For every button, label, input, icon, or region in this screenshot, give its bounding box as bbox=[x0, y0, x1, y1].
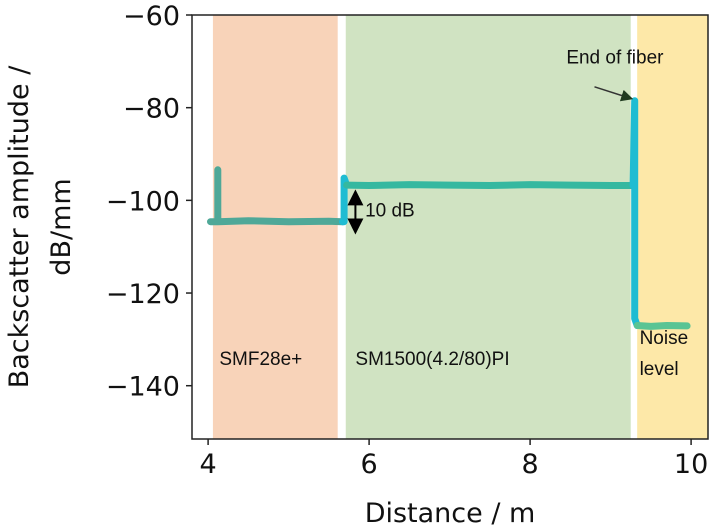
y-tick-label: −60 bbox=[123, 1, 180, 32]
trace-end-of-fiber-drop bbox=[629, 97, 641, 329]
backscatter-traces bbox=[207, 97, 691, 330]
x-tick-label: 8 bbox=[522, 449, 539, 480]
plot-frame bbox=[191, 14, 709, 440]
region-label-noise-level: Noise bbox=[640, 328, 689, 349]
x-tick-label: 10 bbox=[674, 449, 708, 480]
region-smf28e bbox=[212, 15, 338, 439]
annotations: End of fiber 10 dB bbox=[347, 48, 664, 235]
ticks: 4 6 8 10 −60 −80 −100 −120 −140 bbox=[106, 1, 708, 480]
y-tick-label: −140 bbox=[106, 372, 180, 403]
end-of-fiber-arrow-icon bbox=[594, 86, 634, 102]
y-axis-label-line1: Backscatter amplitude / bbox=[4, 65, 35, 388]
trace-transition-splice bbox=[339, 174, 351, 226]
axes bbox=[191, 14, 709, 440]
region-label-noise-level: level bbox=[640, 359, 679, 380]
y-tick-label: −120 bbox=[106, 279, 180, 310]
region-label-sm1500-4-2-80-pi: SM1500(4.2/80)PI bbox=[355, 349, 509, 370]
y-axis-label: Backscatter amplitude / dB/mm bbox=[4, 65, 77, 388]
annotation-10db: 10 dB bbox=[365, 201, 415, 222]
y-tick-label: −100 bbox=[106, 186, 180, 217]
x-tick-label: 6 bbox=[361, 449, 378, 480]
x-tick-label: 4 bbox=[200, 449, 217, 480]
fiber-regions: SMF28e+ SM1500(4.2/80)PI Noise level bbox=[212, 15, 708, 439]
region-label-smf28e: SMF28e+ bbox=[219, 349, 302, 370]
annotation-end-of-fiber: End of fiber bbox=[566, 48, 664, 69]
region-noise-level bbox=[637, 15, 708, 439]
y-axis-label-line2: dB/mm bbox=[46, 178, 77, 275]
trace-noise-level bbox=[633, 322, 691, 330]
x-axis-label: Distance / m bbox=[365, 498, 536, 529]
trace-sm1500-4-2-80-pi-backscatter bbox=[343, 181, 637, 189]
trace-smf28e-backscatter bbox=[207, 166, 346, 226]
y-tick-label: −80 bbox=[123, 94, 180, 125]
region-sm1500-4-2-80-pi bbox=[345, 15, 631, 439]
